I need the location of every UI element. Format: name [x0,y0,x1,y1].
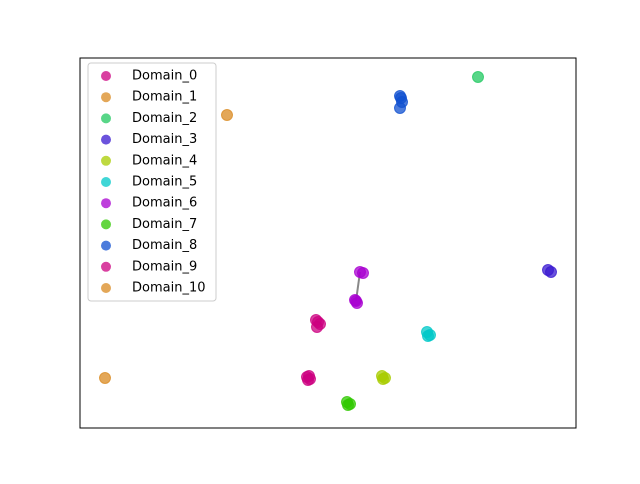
legend-label: Domain_9 [132,259,197,274]
legend-marker [101,198,111,209]
point [377,373,389,385]
point [422,330,434,342]
legend-marker [101,113,111,124]
legend-marker [101,92,111,103]
legend-marker [101,219,111,230]
legend-marker [101,155,111,166]
legend-label: Domain_6 [132,196,197,211]
point [394,90,406,102]
legend-label: Domain_10 [132,281,206,296]
point [221,109,233,121]
point [357,267,369,279]
legend-marker [101,134,111,145]
legend-marker [101,240,111,251]
legend-label: Domain_8 [132,238,197,253]
legend-label: Domain_5 [132,175,197,190]
point [311,321,323,333]
legend-label: Domain_3 [132,132,197,147]
legend-label: Domain_1 [132,90,197,105]
legend-label: Domain_4 [132,153,197,168]
point [349,294,361,306]
point [303,370,315,382]
plot-frame [79,57,577,429]
point [342,399,354,411]
legend-marker [101,283,111,293]
legend-marker [101,71,111,81]
point [99,372,111,384]
point [472,71,484,83]
legend-label: Domain_7 [132,217,197,232]
point [545,266,557,278]
legend-box [87,62,217,302]
legend-marker [101,177,111,187]
legend-label: Domain_0 [132,69,197,84]
legend-label: Domain_2 [132,111,197,126]
legend-marker [101,261,111,272]
